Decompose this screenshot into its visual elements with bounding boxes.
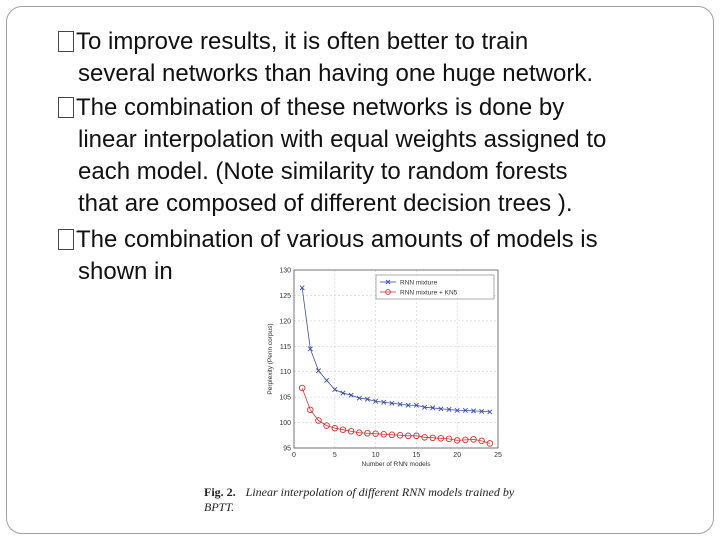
series-1-point (479, 408, 485, 414)
bullet-1: To improve results, it is often better t… (58, 28, 528, 56)
legend-marker-1 (385, 279, 391, 285)
series-1-point (315, 368, 321, 374)
series-2-point (307, 406, 314, 414)
y-tick-label: 130 (279, 268, 291, 275)
bullet-2-line-1: The combination of these networks is don… (76, 94, 565, 121)
series-2-point (486, 440, 494, 447)
series-1-point (454, 407, 460, 413)
legend-label-1: RNN mixture (400, 279, 438, 286)
series-2-point (339, 426, 347, 433)
series-1-point (422, 404, 428, 410)
legend-box (375, 274, 495, 300)
y-tick-label: 105 (279, 395, 291, 402)
perplexity-chart-svg: 0 5 10 15 20 25 95 100 105 110 115 120 125 130 Number … (267, 268, 502, 469)
series-2-point (429, 434, 436, 442)
series-1-point (348, 392, 354, 398)
series-2-point (413, 432, 420, 440)
series-2-point (331, 424, 339, 432)
series-2-point (372, 430, 379, 438)
series-1-point (430, 405, 436, 411)
bullet-3-line-2: shown in (78, 258, 173, 285)
bullet-box-icon (58, 97, 74, 118)
series-1-point (487, 409, 493, 415)
series-1-point (324, 377, 330, 383)
series-1-point (381, 399, 387, 405)
series-1-point (340, 390, 346, 396)
series-1-point (356, 395, 362, 401)
x-tick-label: 0 (292, 452, 296, 459)
perplexity-chart: 0 5 10 15 20 25 95 100 105 110 115 120 125 130 Number … (250, 262, 520, 472)
figure-caption: Fig. 2. Linear interpolation of different… (204, 485, 514, 515)
series-1-point (462, 407, 468, 413)
bullet-1-line-2: several networks than having one huge ne… (78, 60, 593, 87)
caption-text-line-2: BPTT. (204, 500, 235, 514)
series-line-2 (301, 387, 490, 444)
x-tick-label: 10 (372, 452, 380, 459)
bullet-1-line-1: To improve results, it is often better t… (76, 28, 529, 55)
series-1-point (471, 408, 477, 414)
y-tick-label: 100 (279, 420, 291, 427)
series-1-point (389, 400, 395, 406)
series-2-point (347, 427, 355, 435)
x-tick-label: 15 (413, 452, 421, 459)
series-2-point (396, 432, 404, 439)
series-2-point (356, 429, 363, 436)
series-1-point (446, 406, 452, 412)
caption-label: Fig. 2. (204, 485, 236, 499)
bullet-2-line-2: linear interpolation with equal weights … (78, 126, 607, 153)
series-2-point (470, 436, 477, 443)
y-tick-label: 95 (283, 446, 291, 453)
bullet-3-line-1: The combination of various amounts of mo… (76, 226, 598, 253)
series-2-point (380, 431, 388, 438)
series-2-point (478, 437, 485, 445)
bullet-box-icon (58, 229, 74, 250)
series-2-point (315, 417, 322, 424)
series-2-point (462, 436, 469, 444)
y-tick-label: 120 (279, 318, 291, 325)
series-1-point (413, 402, 419, 408)
series-2-point (298, 384, 306, 392)
legend-marker-2 (385, 289, 391, 295)
series-1-point (373, 398, 379, 404)
series-1-point (299, 285, 305, 291)
y-axis-label: Perplexity (Penn corpus) (267, 323, 274, 394)
bullet-2-line-3: each model. (Note similarity to random f… (78, 158, 568, 185)
bullet-2-line-4: that are composed of different decision … (78, 190, 573, 217)
series-1-point (332, 386, 338, 393)
series-2-point (404, 432, 412, 440)
series-line-1 (301, 287, 490, 413)
plot-area (293, 269, 499, 449)
series-1-point (364, 396, 370, 402)
slide-frame (6, 6, 714, 534)
series-2-point (388, 431, 396, 439)
series-1-point (307, 346, 313, 352)
bullet-3: The combination of various amounts of mo… (58, 226, 598, 254)
y-tick-label: 125 (279, 293, 291, 300)
series-2-point (364, 430, 371, 437)
series-1-point (438, 406, 444, 412)
x-tick-label: 25 (494, 452, 502, 459)
x-tick-label: 5 (333, 452, 337, 459)
series-2-point (445, 435, 453, 443)
series-2-point (437, 435, 445, 442)
series-1-point (405, 402, 411, 408)
series-2-point (421, 434, 428, 441)
bullet-box-icon (58, 31, 74, 52)
series-1-point (397, 401, 403, 407)
series-2-point (323, 422, 330, 429)
y-tick-label: 115 (280, 344, 291, 351)
series-2-point (453, 437, 461, 444)
x-axis-label: Number of RNN models (362, 461, 432, 468)
legend-label-2: RNN mixture + KN5 (400, 289, 458, 296)
y-tick-label: 110 (280, 369, 291, 376)
x-tick-label: 20 (453, 452, 461, 459)
caption-text-line-1: Linear interpolation of different RNN mo… (245, 485, 515, 499)
bullet-2: The combination of these networks is don… (58, 94, 564, 122)
